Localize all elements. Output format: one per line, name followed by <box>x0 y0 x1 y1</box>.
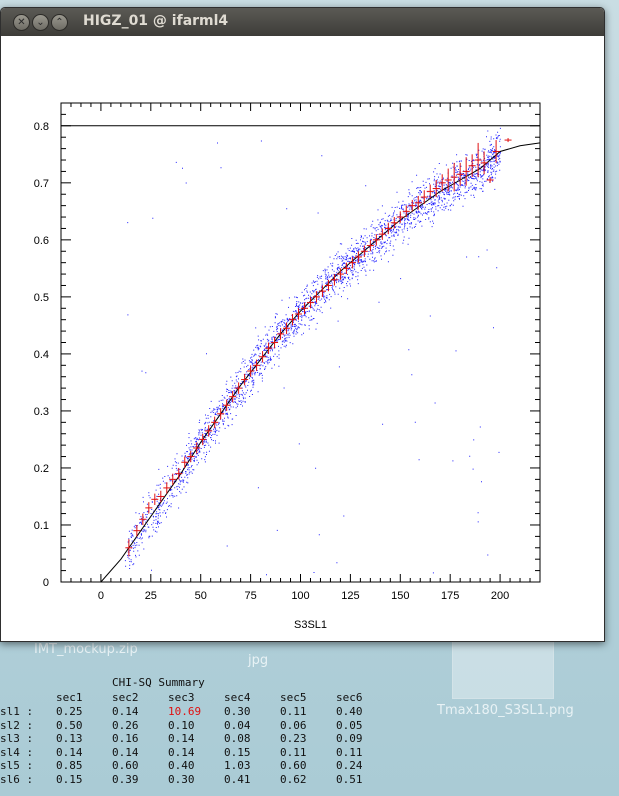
summary-cell: 0.30 <box>168 772 195 786</box>
summary-cell: 0.26 <box>112 718 139 732</box>
summary-cell: 0.85 <box>56 759 83 772</box>
desktop-file-label-left[interactable]: IMT_mockup.zip <box>34 642 138 657</box>
summary-column-header: sec5 <box>280 691 307 704</box>
summary-cell: 0.40 <box>336 705 363 718</box>
scatter-dots <box>124 127 502 576</box>
summary-cell: 0.04 <box>224 718 251 732</box>
y-tick-label: 0 <box>43 577 49 589</box>
fit-curve <box>61 125 541 583</box>
y-tick-label: 0.4 <box>34 349 49 361</box>
summary-cell: 0.25 <box>56 705 83 718</box>
x-tick-label: 125 <box>341 590 359 602</box>
x-tick-label: 100 <box>291 590 309 602</box>
x-tick-label: 150 <box>391 590 409 602</box>
summary-cell: 0.09 <box>336 732 363 745</box>
summary-cell: 0.50 <box>56 718 83 732</box>
y-tick-label: 0.1 <box>34 520 49 532</box>
desktop-file-label-right[interactable]: Tmax180_S3SL1.png <box>437 703 574 718</box>
plot-canvas: 0 25 50 75 100 125 150 175 200 0 0.1 0.2 0.3 0.4 0.5 0.… <box>3 38 600 638</box>
chi-sq-summary: CHI-SQ Summary sec1 sec2 sec3 sec4 sec5 sec6 s… <box>0 676 619 796</box>
summary-cell: 0.11 <box>336 745 363 759</box>
fit-curve-line <box>100 142 541 583</box>
axes: 0 25 50 75 100 125 150 175 200 0 0.1 0.2 0.3 0.4 0.5 0.… <box>34 102 541 631</box>
summary-cell: 0.11 <box>280 705 307 718</box>
summary-cell: 0.10 <box>168 718 195 732</box>
summary-cell: 1.03 <box>224 759 251 772</box>
window-title: HIGZ_01 @ ifarml4 <box>83 13 229 29</box>
x-axis-label: S3SL1 <box>294 619 327 631</box>
summary-cell: 0.15 <box>224 745 251 759</box>
summary-cell: 0.14 <box>168 745 195 759</box>
summary-cell: 0.14 <box>168 732 195 745</box>
summary-row-label: sl4 : <box>0 745 34 759</box>
summary-title: CHI-SQ Summary <box>112 676 205 689</box>
y-tick-label: 0.2 <box>34 463 49 475</box>
profile-markers <box>125 138 512 557</box>
x-tick-label: 0 <box>98 590 104 602</box>
close-icon[interactable]: ✕ <box>13 14 30 31</box>
higz-window: ✕ ⌄ ⌃ HIGZ_01 @ ifarml4 0 25 50 75 100 125 150… <box>0 7 605 642</box>
summary-column-header: sec6 <box>336 691 363 704</box>
summary-cell: 0.62 <box>280 772 307 786</box>
summary-cell: 0.11 <box>280 745 307 759</box>
summary-cell: 0.51 <box>336 772 363 786</box>
x-tick-label: 200 <box>491 590 509 602</box>
summary-cell: 0.41 <box>224 772 251 786</box>
maximize-icon[interactable]: ⌃ <box>51 14 68 31</box>
summary-cell: 0.15 <box>56 772 83 786</box>
summary-cell: 0.39 <box>112 772 139 786</box>
summary-cell: 0.14 <box>56 745 83 759</box>
summary-row-label: sl6 : <box>0 772 34 786</box>
x-tick-label: 175 <box>441 590 459 602</box>
summary-cell: 0.14 <box>112 745 139 759</box>
summary-column-header: sec2 <box>112 691 139 704</box>
summary-row-label: sl5 : <box>0 759 34 772</box>
scatter-plot: 0 25 50 75 100 125 150 175 200 0 0.1 0.2 0.3 0.4 0.5 0.… <box>34 102 541 631</box>
summary-cell: 0.40 <box>168 759 195 772</box>
summary-column-header: sec4 <box>224 691 251 704</box>
x-tick-label: 25 <box>145 590 157 602</box>
summary-cell: 0.06 <box>280 718 307 732</box>
y-tick-label: 0.7 <box>34 178 49 190</box>
scatter-points <box>124 127 502 576</box>
summary-cell: 0.24 <box>336 759 363 772</box>
summary-column-header: sec1 <box>56 691 83 704</box>
y-tick-label: 0.6 <box>34 235 49 247</box>
summary-cell: 0.13 <box>56 732 83 745</box>
y-tick-label: 0.3 <box>34 406 49 418</box>
summary-row-label: sl1 : <box>0 705 34 718</box>
window-titlebar[interactable]: ✕ ⌄ ⌃ HIGZ_01 @ ifarml4 <box>1 8 604 36</box>
summary-row-label: sl3 : <box>0 732 34 745</box>
summary-row-label: sl2 : <box>0 718 34 732</box>
summary-cell: 10.69 <box>168 705 202 718</box>
summary-cell: 0.08 <box>224 732 251 745</box>
summary-cell: 0.16 <box>112 732 139 745</box>
summary-cell: 0.14 <box>112 705 139 718</box>
x-tick-label: 50 <box>195 590 207 602</box>
summary-cell: 0.60 <box>112 759 139 772</box>
summary-cell: 0.30 <box>224 705 251 718</box>
minimize-icon[interactable]: ⌄ <box>32 14 49 31</box>
summary-cell: 0.23 <box>280 732 307 745</box>
y-tick-label: 0.5 <box>34 292 49 304</box>
summary-column-header: sec3 <box>168 691 195 704</box>
summary-cell: 0.60 <box>280 759 307 772</box>
y-tick-label: 0.8 <box>34 121 49 133</box>
desktop-file-label-middle[interactable]: jpg <box>248 653 269 668</box>
x-tick-label: 75 <box>244 590 256 602</box>
summary-cell: 0.05 <box>336 718 363 732</box>
